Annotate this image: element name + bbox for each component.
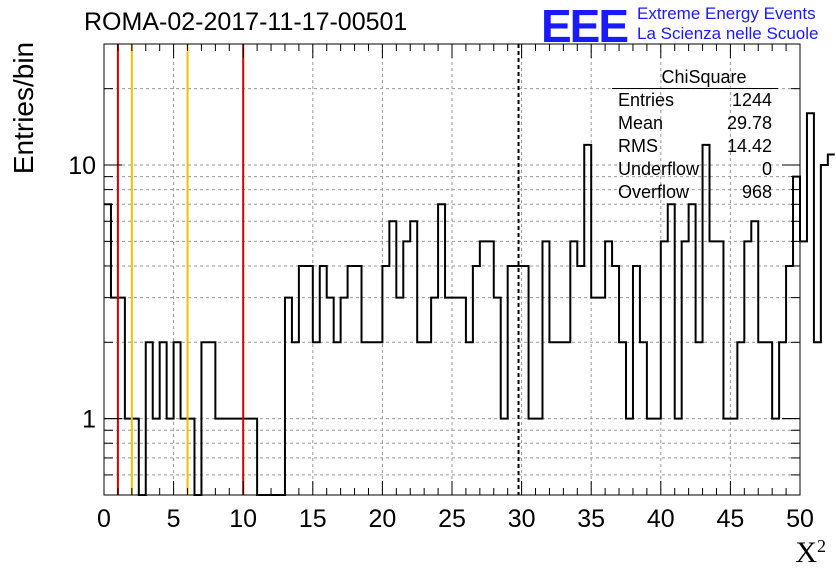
- histogram-bin: [577, 266, 584, 495]
- stats-value: 968: [741, 182, 772, 202]
- x-tick-label: 10: [229, 505, 257, 533]
- histogram-bin: [382, 266, 389, 495]
- histogram-bin: [542, 241, 549, 495]
- stats-value: 29.78: [726, 113, 772, 133]
- x-tick-label: 0: [97, 505, 111, 533]
- stats-label: Mean: [618, 113, 664, 133]
- histogram-bin: [716, 241, 723, 495]
- histogram-bin: [591, 298, 598, 495]
- histogram-bin: [431, 298, 438, 495]
- histogram-bin: [689, 204, 696, 495]
- stats-row-underflow: Underflow 0: [612, 158, 778, 181]
- stats-value: 14.42: [726, 136, 772, 156]
- plot-title: ROMA-02-2017-11-17-00501: [84, 8, 408, 36]
- histogram-bin: [605, 241, 612, 495]
- x-tick-label: 40: [647, 505, 675, 533]
- histogram-bin: [744, 241, 751, 495]
- stats-label: Overflow: [618, 182, 690, 202]
- histogram-bin: [487, 241, 494, 495]
- histogram-bars: [104, 112, 835, 496]
- x-tick-label: 30: [508, 505, 536, 533]
- histogram-bin: [396, 298, 403, 495]
- stats-row-entries: Entries 1244: [612, 89, 778, 112]
- y-axis-label: Entries/bin: [8, 41, 39, 175]
- histogram-bin: [661, 241, 668, 495]
- x-tick-label: 50: [786, 505, 814, 533]
- histogram-bin: [786, 266, 793, 495]
- x-tick-label: 25: [438, 505, 466, 533]
- histogram-bin: [118, 298, 125, 495]
- histogram-bin: [598, 298, 605, 495]
- histogram-bin: [751, 221, 758, 495]
- histogram-bin: [612, 266, 619, 495]
- y-tick-label: 1: [82, 406, 96, 434]
- stats-value: 1244: [731, 90, 772, 110]
- histogram-bin: [445, 298, 452, 495]
- stats-box: ChiSquare Entries 1244 Mean 29.78 RMS 14.42…: [612, 66, 778, 204]
- histogram-bin: [389, 221, 396, 495]
- stats-row-rms: RMS 14.42: [612, 135, 778, 158]
- histogram-bin: [403, 241, 410, 495]
- histogram-bin: [473, 266, 480, 495]
- stats-row-overflow: Overflow 968: [612, 181, 778, 204]
- histogram-bin: [327, 298, 334, 495]
- histogram-bin: [821, 165, 828, 495]
- x-axis-label: X2: [795, 536, 826, 570]
- histogram-bin: [494, 298, 501, 495]
- tick-labels: 0 5 10 15 20 25 30 35 40 45 50 1 10: [68, 152, 814, 533]
- axis-ticks: [103, 44, 801, 495]
- histogram-bin: [480, 241, 487, 495]
- histogram-bin: [570, 241, 577, 495]
- x-axis-label-base: X: [795, 536, 817, 569]
- histogram-bin: [355, 266, 362, 495]
- histogram-bin: [814, 342, 821, 495]
- logo-line-1: Extreme Energy Events: [637, 4, 816, 23]
- y-tick-label: 10: [68, 152, 96, 180]
- histogram-outline: [104, 112, 835, 496]
- stats-row-mean: Mean 29.78: [612, 112, 778, 135]
- histogram-bin: [320, 266, 327, 495]
- histogram-bin: [584, 145, 591, 495]
- marker-lines: [116, 44, 520, 495]
- x-tick-label: 5: [167, 505, 181, 533]
- histogram-bin: [682, 241, 689, 495]
- stats-label: Entries: [618, 90, 675, 110]
- histogram-bin: [348, 266, 355, 495]
- stats-value: 0: [761, 159, 772, 179]
- histogram-bin: [299, 266, 306, 495]
- histogram-bin: [285, 298, 292, 495]
- x-tick-label: 35: [577, 505, 605, 533]
- histogram-bin: [306, 266, 313, 495]
- x-tick-label: 15: [299, 505, 327, 533]
- histogram-bin: [633, 266, 640, 495]
- histogram-bin: [793, 177, 800, 495]
- histogram-bin: [104, 204, 111, 495]
- histogram-bin: [410, 221, 417, 495]
- histogram-bin: [508, 266, 515, 495]
- eee-logo: EEE: [541, 0, 629, 52]
- stats-label: RMS: [618, 136, 658, 156]
- histogram-bin: [459, 298, 466, 495]
- histogram-bin: [341, 298, 348, 495]
- x-tick-label: 45: [716, 505, 744, 533]
- histogram-bin: [522, 266, 529, 495]
- histogram-bin: [668, 204, 675, 495]
- x-axis-label-superscript: 2: [817, 536, 826, 556]
- histogram-bin: [807, 113, 814, 495]
- histogram-bin: [438, 204, 445, 495]
- logo-line-2: La Scienza nelle Scuole: [637, 24, 819, 43]
- histogram-bin: [111, 298, 118, 495]
- stats-label: Underflow: [618, 159, 700, 179]
- x-tick-label: 20: [368, 505, 396, 533]
- histogram-bin: [828, 155, 835, 495]
- stats-box-title: ChiSquare: [612, 66, 778, 89]
- histogram-bin: [452, 298, 459, 495]
- histogram-bin: [800, 241, 807, 495]
- histogram-bin: [710, 241, 717, 495]
